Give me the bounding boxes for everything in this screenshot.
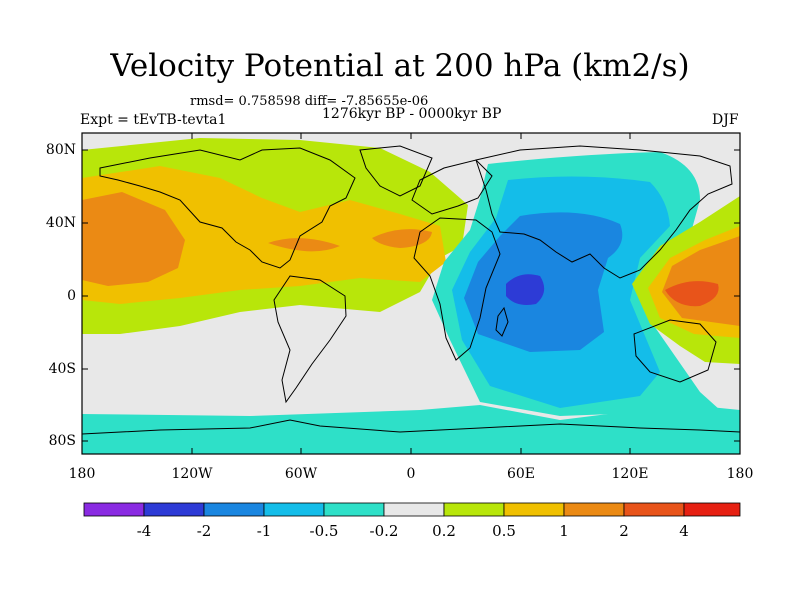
lat-label-40s: 40S [48, 361, 76, 377]
colorbar-box-4 [263, 502, 325, 517]
lon-label-60e: 60E [506, 466, 536, 482]
colorbar-label-4: -0.5 [309, 522, 339, 540]
rmsd-diff-stats: rmsd= 0.758598 diff= -7.85655e-06 [190, 94, 429, 109]
lon-label-0: 0 [406, 466, 416, 482]
lat-label-40n: 40N [45, 215, 76, 231]
colorbar-box-9 [563, 502, 625, 517]
coast-madagascar [495, 306, 509, 337]
lat-label-0: 0 [67, 288, 76, 304]
colorbar-label-5: -0.2 [369, 522, 399, 540]
field-orange-atlantic-a [268, 238, 340, 252]
colorbar-box-8 [503, 502, 565, 517]
lon-label-180-west: 180 [68, 466, 96, 482]
coast-europe [411, 159, 493, 215]
lon-label-120e: 120E [611, 466, 649, 482]
colorbar [83, 502, 741, 517]
axis-ticks [82, 133, 740, 454]
colorbar-box-5 [323, 502, 385, 517]
colorbar-box-2 [143, 502, 205, 517]
colorbar-label-6: 0.2 [432, 522, 456, 540]
experiment-label: Expt = tEvTB-tevta1 [80, 112, 227, 128]
coast-australia [633, 319, 717, 383]
colorbar-box-3 [203, 502, 265, 517]
field-redorange-pacific [665, 281, 719, 307]
coast-antarctica [82, 419, 740, 435]
coast-south-america [273, 275, 347, 404]
colorbar-label-9: 2 [619, 522, 629, 540]
colorbar-label-1: -4 [136, 522, 152, 540]
season-label: DJF [712, 112, 739, 128]
colorbar-box-11 [683, 502, 741, 517]
coastlines [82, 145, 740, 435]
lat-label-80s: 80S [48, 433, 76, 449]
colorbar-box-10 [623, 502, 685, 517]
lon-label-180-east: 180 [726, 466, 754, 482]
colorbar-label-2: -2 [196, 522, 212, 540]
colorbar-box-6 [383, 502, 445, 517]
colorbar-label-3: -1 [256, 522, 272, 540]
time-period-label: 1276kyr BP - 0000kyr BP [322, 106, 502, 122]
colorbar-label-8: 1 [559, 522, 569, 540]
field-teal-south [82, 405, 740, 454]
coast-greenland [359, 145, 433, 197]
lon-label-60w: 60W [284, 466, 318, 482]
lon-label-120w: 120W [171, 466, 213, 482]
colorbar-box-1 [83, 502, 145, 517]
colorbar-label-10: 4 [679, 522, 689, 540]
map-title: Velocity Potential at 200 hPa (km2/s) [110, 48, 690, 84]
coast-north-america [99, 147, 356, 269]
coast-asia [475, 145, 733, 279]
contour-field [82, 133, 740, 454]
field-blue-indian [464, 212, 623, 352]
coast-africa [413, 217, 501, 361]
lat-label-80n: 80N [45, 142, 76, 158]
field-darkblue-core [506, 274, 545, 305]
colorbar-label-7: 0.5 [492, 522, 516, 540]
field-orange-pacific [82, 192, 185, 286]
colorbar-box-7 [443, 502, 505, 517]
